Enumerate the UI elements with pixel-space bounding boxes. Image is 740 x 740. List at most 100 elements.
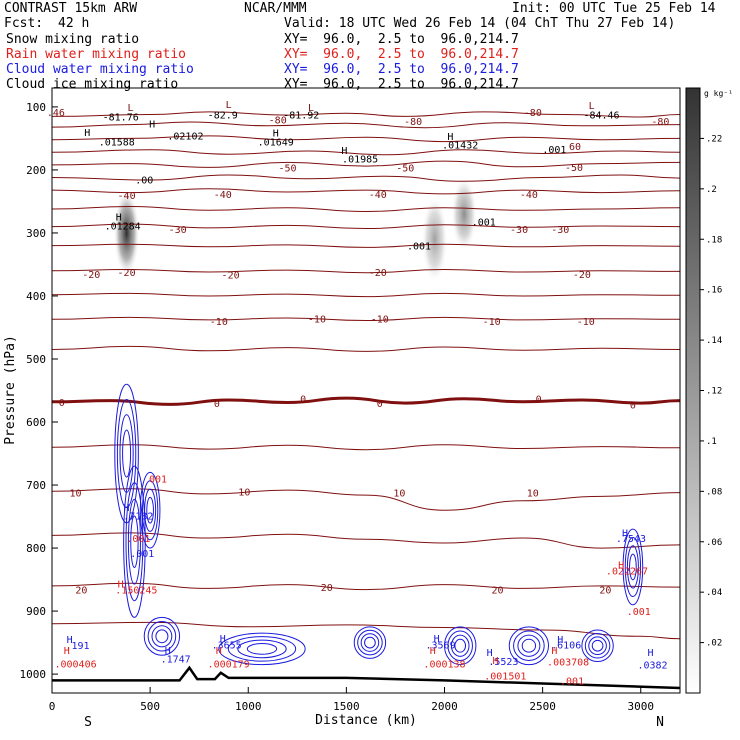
x-tick-label-1000: 1000 [235,700,262,713]
contour-label-59: .191 [65,641,89,652]
cloud-water-cell-9-ring-3 [629,553,637,581]
cloud-water-cell-7-ring-2 [517,634,541,657]
cloud-water-cell-2-ring-3 [146,496,154,524]
contour-label-67: .001501 [484,671,526,682]
y-axis-label: Pressure (hPa) [3,335,18,445]
cloud-water-cell-9-ring-0 [622,528,644,606]
fcst-value: 42 h [58,16,90,31]
contour-label-57: 001 [149,475,167,486]
colorbar-tick-label-7: .16 [706,286,722,296]
extremum-marker-13: H [64,646,70,657]
extremum-marker-17: H [434,634,440,645]
contour-labels: .46 -81.76 -82.9 -81.92 -84.46 -80 -80 -80 -80 .0… [47,100,670,688]
y-tick-label-200: 200 [26,164,46,177]
contour-label-48: 10 [393,489,405,500]
contour-label-55: .001 [130,549,154,560]
colorbar-tick-label-2: .06 [706,538,722,548]
colorbar-tick-label-1: .04 [706,588,722,598]
extremum-marker-15: H [220,634,226,645]
isotherm--10 [52,316,680,322]
y-tick-label-600: 600 [26,416,46,429]
extremum-marker-11: H [118,579,124,590]
colorbar-tick-label-4: .1 [706,437,717,447]
contour-label-45: 0 [630,400,636,411]
colorbar-tick-label-5: .12 [706,387,722,397]
cloud-water-cell-5-ring-0 [353,626,387,659]
isotherm--80 [52,111,680,118]
contour-label-47: 10 [238,487,250,498]
contour-label-50: 20 [75,586,87,597]
extremum-marker-24: H [618,560,624,571]
contour-label-53: 20 [599,586,611,597]
extremum-marker-7: H [341,146,347,157]
cloud-water-cell-8-ring-3 [591,639,604,652]
cloud-water-cell-2-ring-1 [141,480,159,541]
extremum-marker-3: L [589,101,595,112]
cloud-water-cell-1-ring-1 [125,482,144,602]
isotherm-10 [52,488,680,511]
contour-label-65: .000138 [423,659,465,670]
x-tick-label-500: 500 [140,700,160,713]
x-tick-label-1500: 1500 [333,700,360,713]
isotherm--60 [52,135,680,143]
contour-label-28: -30 [510,225,528,236]
contour-label-16: .00 [135,175,153,186]
contour-label-25: .001 [472,218,496,229]
cloud-water-cell-5-ring-2 [360,633,380,652]
contour-label-4: -84.46 [583,110,619,121]
extremum-marker-0: L [127,103,133,114]
extremum-marker-23: H [622,528,628,539]
cloud-water-cell-7-ring-1 [513,630,545,661]
contour-label-68: .6106 [551,640,581,651]
colorbar-tick-label-6: .14 [706,336,722,346]
contour-label-10: .02102 [167,131,203,142]
cloud-water-cell-8-ring-0 [581,629,614,662]
cloud-water-cell-7-ring-0 [508,626,550,666]
colorbar-tick-label-3: .08 [706,487,722,497]
org-label: NCAR/MMM [244,1,307,16]
colorbar-tick-label-9: .2 [706,185,717,195]
colorbar-tick-label-10: .22 [706,134,722,144]
x-axis-label: Distance (km) [315,713,417,728]
isotherm--25 [52,243,680,248]
terrain-line [52,665,680,690]
snow-shading-layer [113,176,478,284]
contour-label-29: -30 [551,225,569,236]
isotherm-20 [52,582,680,591]
snow-shade-0 [113,188,140,278]
extremum-marker-6: H [273,129,279,140]
cloud-water-cell-5-ring-3 [364,636,376,649]
contour-label-73: .001 [627,607,651,618]
extremum-marker-21: H [557,635,563,646]
contour-label-31: -20 [118,268,136,279]
isotherm--35 [52,205,680,213]
colorbar-unit: g kg⁻¹ [704,89,733,98]
contour-label-23: -40 [520,190,538,201]
contour-label-61: .1747 [161,654,191,665]
snow-shade-1 [421,195,448,284]
terrain-surface [52,665,680,690]
contour-label-13: .01432 [442,141,478,152]
cloud-water-cell-3-ring-3 [155,629,169,644]
contour-label-63: .000179 [208,659,250,670]
extremum-marker-1: L [226,100,232,111]
x-tick-label-2500: 2500 [529,700,556,713]
colorbar-ticks: .02 .04 .06 .08 .1 .12 .14 .16 .18 .2 .22 [700,134,722,649]
cloud-water-cell-1-ring-2 [127,498,141,585]
contour-label-33: -20 [369,268,387,279]
contour-label-70: .001 [560,676,584,687]
cloud-water-cell-3-ring-0 [143,616,181,656]
contour-label-3: -81.92 [283,110,319,121]
extremum-marker-10: H [124,503,130,514]
field-name-cloud-water: Cloud water mixing ratio [6,62,194,77]
contour-label-1: -81.76 [103,112,139,123]
cloud-water-cell-1-ring-3 [130,515,139,568]
cloud-water-cell-9-ring-2 [626,545,639,589]
field-xy-snow: XY= 96.0, 2.5 to 96.0,214.7 [284,32,519,47]
extremum-marker-9: H [116,213,122,224]
contour-label-35: -10 [210,317,228,328]
extremum-marker-14: H [165,646,171,657]
cloud-water-cell-4-ring-1 [227,636,297,662]
x-tick-label-2000: 2000 [431,700,458,713]
